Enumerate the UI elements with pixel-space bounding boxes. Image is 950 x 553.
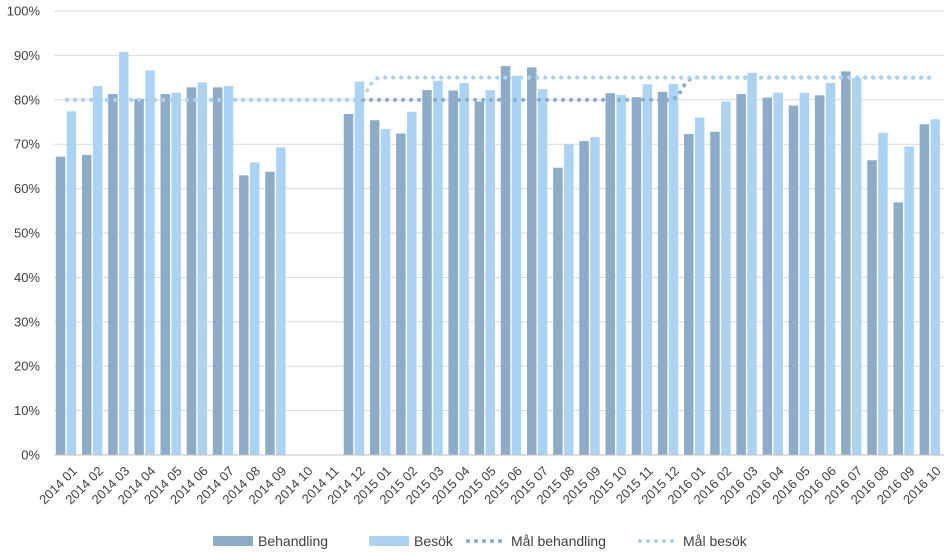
bars [55,51,941,456]
bar-behandling [108,94,118,455]
bar-behandling [919,124,930,455]
bar-behandling [422,90,432,456]
bar-besok [223,86,234,455]
bar-besok [642,84,653,455]
bar-behandling [396,133,406,455]
bar-behandling [81,154,92,455]
bar-besok [773,92,783,456]
y-tick-label: 80% [14,92,40,107]
bar-besok [694,117,705,455]
bar-behandling [526,67,537,455]
bar-behandling [265,171,275,455]
bar-besok [668,83,679,455]
bar-behandling [186,87,197,456]
bar-besok [904,146,914,456]
bar-besok [249,162,260,456]
y-axis-ticks: 0% 10% 20% 30% 40% 50% 60% 70% 80% 90% 100% [7,4,41,463]
legend-label: Behandling [258,533,328,549]
bar-behandling [553,167,563,455]
bar-besok [406,111,417,456]
bar-behandling [579,141,589,456]
bar-besok [799,92,810,456]
legend-swatch [213,536,253,546]
legend: Behandling Besök Mål behandling Mål besök [213,533,748,549]
bar-behandling [788,105,799,456]
bar-besok [197,82,208,455]
target-lines [64,75,934,102]
bar-behandling [500,66,511,455]
bar-behandling [762,97,773,455]
bar-behandling [134,98,144,456]
bar-besok [433,80,443,455]
bar-besok [119,51,129,456]
y-tick-label: 0% [21,448,40,463]
bar-besok [721,101,731,456]
y-tick-label: 50% [14,226,40,241]
y-tick-label: 100% [7,4,41,19]
bar-besok [145,70,155,455]
bar-behandling [736,94,746,455]
y-tick-label: 10% [14,403,40,418]
bar-behandling [239,175,249,455]
bar-besok [66,111,77,456]
bar-besok [537,89,548,456]
bar-behandling [55,156,66,455]
bar-besok [851,78,862,455]
bar-behandling [841,71,851,455]
bar-besok [459,82,469,455]
y-tick-label: 30% [14,314,40,329]
y-tick-label: 60% [14,181,40,196]
bar-besok [92,86,103,455]
y-tick-label: 90% [14,48,40,63]
bar-behandling [448,90,458,455]
bar-behandling [343,114,354,456]
legend-label: Mål behandling [511,533,606,549]
bar-behandling [369,120,380,455]
bar-behandling [160,94,171,455]
legend-swatch [369,536,409,546]
bar-behandling [631,97,642,456]
bar-behandling [710,131,720,455]
bar-besok [825,82,836,455]
bar-besok [380,129,391,455]
legend-label: Mål besök [683,533,748,549]
target-line-besok [64,75,934,102]
bar-behandling [212,87,223,456]
bar-behandling [474,101,485,456]
bar-behandling [814,95,825,456]
bar-besok [590,137,600,455]
bar-behandling [684,133,694,455]
bar-besok [354,81,365,455]
bar-behandling [893,202,903,455]
bar-behandling [605,93,616,455]
bar-besok [564,144,574,455]
bar-behandling [657,91,668,456]
y-tick-label: 40% [14,270,40,285]
y-tick-label: 70% [14,137,40,152]
bar-besok [747,72,757,455]
y-tick-label: 20% [14,359,40,374]
legend-label: Besök [414,533,454,549]
bar-besok [171,92,181,456]
bar-behandling [867,160,877,455]
bar-besok [616,94,626,455]
bar-besok [930,119,941,455]
bar-besok [485,90,496,456]
bar-besok [276,147,286,456]
bar-besok [878,132,888,455]
bar-besok [511,75,522,455]
